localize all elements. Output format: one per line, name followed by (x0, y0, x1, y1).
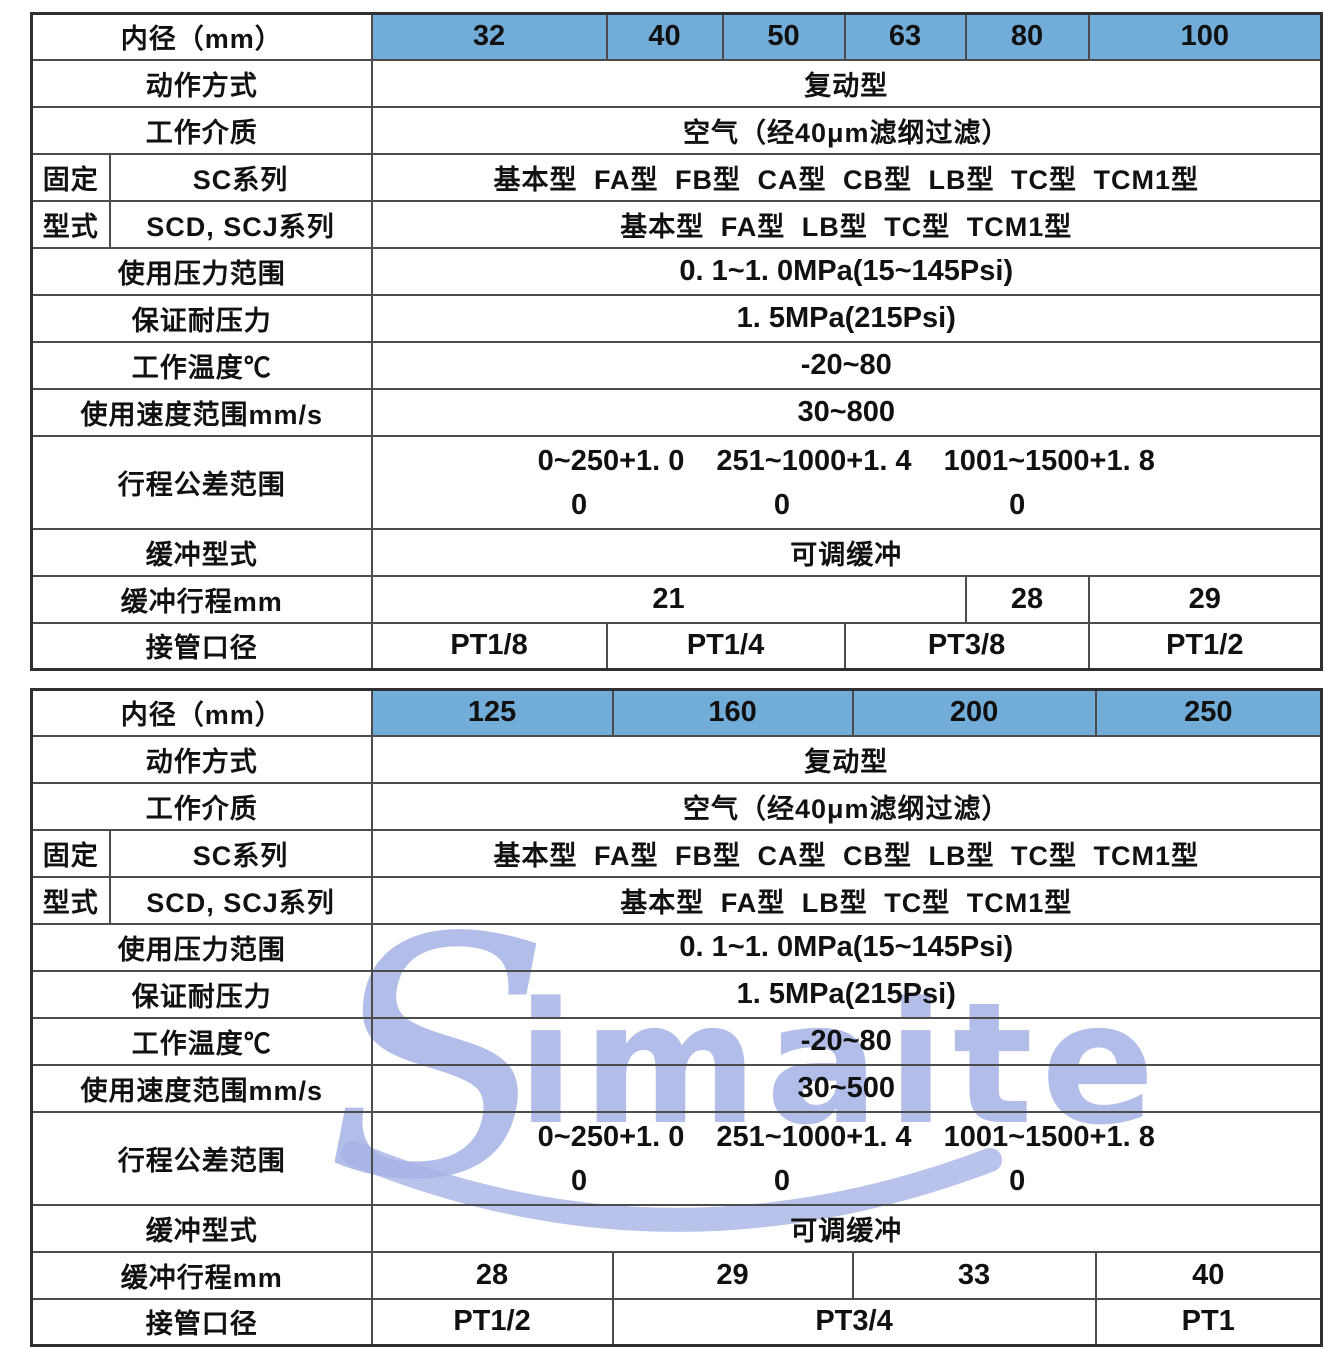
tolerance-upper: 251~1000+1. 4 (716, 1121, 912, 1153)
tolerance-upper: 1001~1500+1. 8 (943, 1121, 1155, 1153)
spec-row-label: 缓冲型式 (30, 527, 373, 577)
bore-header-cell: 125 (370, 688, 614, 737)
spec-row-label: 缓冲行程mm (30, 1250, 373, 1300)
tolerance-group: 251~1000+1. 4 0 (716, 438, 911, 526)
spec-row-value: 1. 5MPa(215Psi) (370, 969, 1323, 1019)
mounting-group-label: 型式 (30, 199, 111, 249)
mounting-group-label: 型式 (30, 875, 111, 925)
spec-row-value: 可调缓冲 (370, 527, 1323, 577)
tolerance-lower: 0 (570, 489, 588, 521)
spec-table-2: 内径（mm） 125 160 200 250 动作方式 复动型 工作介质 空气（经40μm滤纲过… (30, 688, 1324, 1347)
tolerance-lower: 0 (570, 1165, 588, 1197)
bore-header-cell: 32 (370, 12, 608, 61)
spec-row-label: 工作介质 (30, 781, 373, 831)
stroke-tolerance-values: 0~250+1. 0 0 251~1000+1. 4 0 1001~1500+1. 8 0 (370, 1110, 1323, 1206)
spec-row-label: 使用速度范围mm/s (30, 1063, 373, 1113)
spec-row-label: 保证耐压力 (30, 293, 373, 343)
spec-row-value: 空气（经40μm滤纲过滤） (370, 105, 1323, 155)
spec-row-value: -20~80 (370, 340, 1323, 390)
series-name-label: SC系列 (108, 152, 373, 202)
spec-row-label: 动作方式 (30, 734, 373, 784)
spec-row-value: 复动型 (370, 734, 1323, 784)
stroke-tolerance-values: 0~250+1. 0 0 251~1000+1. 4 0 1001~1500+1. 8 0 (370, 434, 1323, 530)
spec-row-label: 接管口径 (30, 621, 373, 671)
spec-cell-value: PT1/2 (370, 1297, 614, 1347)
spec-cell-value: PT1/4 (605, 621, 846, 671)
series-mounting-types: 基本型 FA型 FB型 CA型 CB型 LB型 TC型 TCM1型 (370, 828, 1323, 878)
tolerance-upper: 1001~1500+1. 8 (943, 445, 1155, 477)
spec-row-label: 接管口径 (30, 1297, 373, 1347)
spec-cell-value: 28 (964, 574, 1090, 624)
bore-header-cell: 63 (843, 12, 967, 61)
mounting-group-label: 固定 (30, 152, 111, 202)
series-name-label: SCD, SCJ系列 (108, 875, 373, 925)
series-mounting-types: 基本型 FA型 LB型 TC型 TCM1型 (370, 875, 1323, 925)
tolerance-group: 1001~1500+1. 8 0 (944, 438, 1155, 526)
tolerance-upper: 0~250+1. 0 (537, 1121, 685, 1153)
spec-row-value: 0. 1~1. 0MPa(15~145Psi) (370, 922, 1323, 972)
bore-header-cell: 50 (721, 12, 846, 61)
bore-header-cell: 250 (1094, 688, 1323, 737)
bore-header-cell: 100 (1087, 12, 1323, 61)
tolerance-group: 1001~1500+1. 8 0 (944, 1114, 1155, 1202)
tolerance-lower: 0 (1009, 1165, 1026, 1197)
spec-row-label: 工作温度℃ (30, 1016, 373, 1066)
tolerance-group: 251~1000+1. 4 0 (716, 1114, 911, 1202)
spec-row-label: 使用压力范围 (30, 922, 373, 972)
tolerance-lower: 0 (773, 489, 791, 521)
spec-row-value: 30~500 (370, 1063, 1323, 1113)
series-name-label: SCD, SCJ系列 (108, 199, 373, 249)
spec-cell-value: 29 (1087, 574, 1323, 624)
mounting-group-label: 固定 (30, 828, 111, 878)
tolerance-upper: 251~1000+1. 4 (716, 445, 912, 477)
spec-row-label: 工作温度℃ (30, 340, 373, 390)
spec-row-label: 缓冲行程mm (30, 574, 373, 624)
bore-header-cell: 200 (851, 688, 1097, 737)
tolerance-group: 0~250+1. 0 0 (538, 1114, 685, 1202)
spec-cell-value: 40 (1094, 1250, 1323, 1300)
spec-table-1: 内径（mm） 32 40 50 63 80 100 动作方式 复动型 工作介质 空气（经40μm滤纲… (30, 12, 1324, 671)
tolerance-upper: 0~250+1. 0 (537, 445, 685, 477)
spec-row-label: 工作介质 (30, 105, 373, 155)
bore-header-cell: 160 (611, 688, 854, 737)
spec-row-value: 30~800 (370, 387, 1323, 437)
tolerance-lower: 0 (773, 1165, 791, 1197)
spec-cell-value: 29 (611, 1250, 854, 1300)
bore-header-label: 内径（mm） (30, 12, 373, 61)
bore-header-cell: 40 (605, 12, 724, 61)
spec-sheet: 内径（mm） 32 40 50 63 80 100 动作方式 复动型 工作介质 空气（经40μm滤纲… (30, 12, 1324, 1364)
spec-row-value: 0. 1~1. 0MPa(15~145Psi) (370, 246, 1323, 296)
spec-row-label: 使用速度范围mm/s (30, 387, 373, 437)
spec-row-label: 行程公差范围 (30, 1110, 373, 1206)
spec-cell-value: 33 (851, 1250, 1097, 1300)
series-mounting-types: 基本型 FA型 FB型 CA型 CB型 LB型 TC型 TCM1型 (370, 152, 1323, 202)
spec-row-value: 1. 5MPa(215Psi) (370, 293, 1323, 343)
tolerance-group: 0~250+1. 0 0 (538, 438, 685, 526)
spec-row-value: -20~80 (370, 1016, 1323, 1066)
tolerance-lower: 0 (1009, 489, 1026, 521)
spec-cell-value: PT3/4 (611, 1297, 1097, 1347)
spec-row-label: 保证耐压力 (30, 969, 373, 1019)
spec-cell-value: PT3/8 (843, 621, 1090, 671)
spec-cell-value: 28 (370, 1250, 614, 1300)
spec-row-label: 使用压力范围 (30, 246, 373, 296)
spec-row-value: 可调缓冲 (370, 1203, 1323, 1253)
spec-cell-value: PT1/2 (1087, 621, 1323, 671)
spec-row-label: 动作方式 (30, 58, 373, 108)
spec-row-label: 行程公差范围 (30, 434, 373, 530)
bore-header-cell: 80 (964, 12, 1090, 61)
spec-row-label: 缓冲型式 (30, 1203, 373, 1253)
spec-cell-value: 21 (370, 574, 967, 624)
spec-row-value: 复动型 (370, 58, 1323, 108)
spec-row-value: 空气（经40μm滤纲过滤） (370, 781, 1323, 831)
series-name-label: SC系列 (108, 828, 373, 878)
spec-cell-value: PT1 (1094, 1297, 1323, 1347)
spec-cell-value: PT1/8 (370, 621, 608, 671)
bore-header-label: 内径（mm） (30, 688, 373, 737)
series-mounting-types: 基本型 FA型 LB型 TC型 TCM1型 (370, 199, 1323, 249)
